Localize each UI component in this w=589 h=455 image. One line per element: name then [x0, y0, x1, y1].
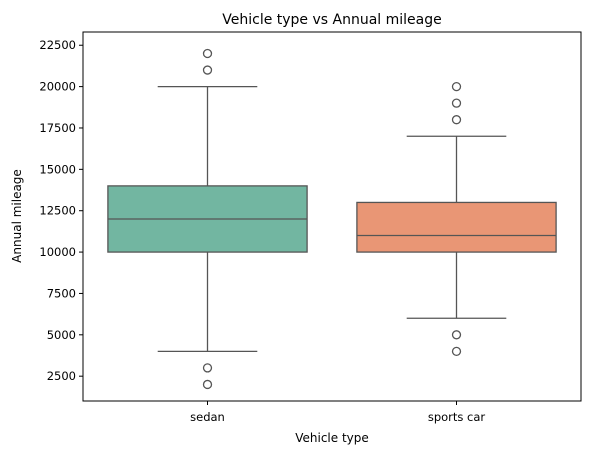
- x-axis-label: Vehicle type: [295, 431, 369, 445]
- outlier-point: [451, 330, 462, 340]
- outlier-point: [451, 346, 462, 357]
- y-tick-label: 20000: [39, 80, 76, 94]
- x-tick-label: sedan: [190, 410, 225, 424]
- y-axis: 2500 5000 7500 10000 12500 15000 17500 20000 225…: [39, 38, 83, 383]
- box-group-sedan: [107, 48, 308, 390]
- y-axis-label: Annual mileage: [10, 169, 24, 263]
- y-tick-label: 5000: [47, 328, 76, 342]
- y-tick-label: 7500: [47, 286, 76, 300]
- y-tick-label: 15000: [39, 162, 76, 176]
- y-tick-label: 22500: [39, 38, 76, 52]
- outlier-point: [202, 48, 213, 59]
- y-tick-label: 2500: [47, 369, 76, 383]
- y-tick-label: 12500: [39, 204, 76, 218]
- x-tick-label: sports car: [428, 410, 486, 424]
- outlier-point: [451, 98, 462, 108]
- outlier-point: [202, 379, 213, 390]
- y-tick-label: 17500: [39, 121, 76, 135]
- y-tick-label: 10000: [39, 245, 76, 259]
- boxes-layer: [107, 48, 557, 390]
- chart-title: Vehicle type vs Annual mileage: [222, 12, 442, 28]
- box-group-sports-car: [356, 81, 557, 357]
- x-axis: sedan sports car: [190, 401, 485, 424]
- iqr-box: [356, 201, 557, 253]
- outlier-point: [202, 363, 213, 373]
- outlier-point: [202, 65, 213, 75]
- outlier-point: [451, 115, 462, 125]
- plot-frame: [82, 31, 582, 402]
- outlier-point: [451, 81, 462, 92]
